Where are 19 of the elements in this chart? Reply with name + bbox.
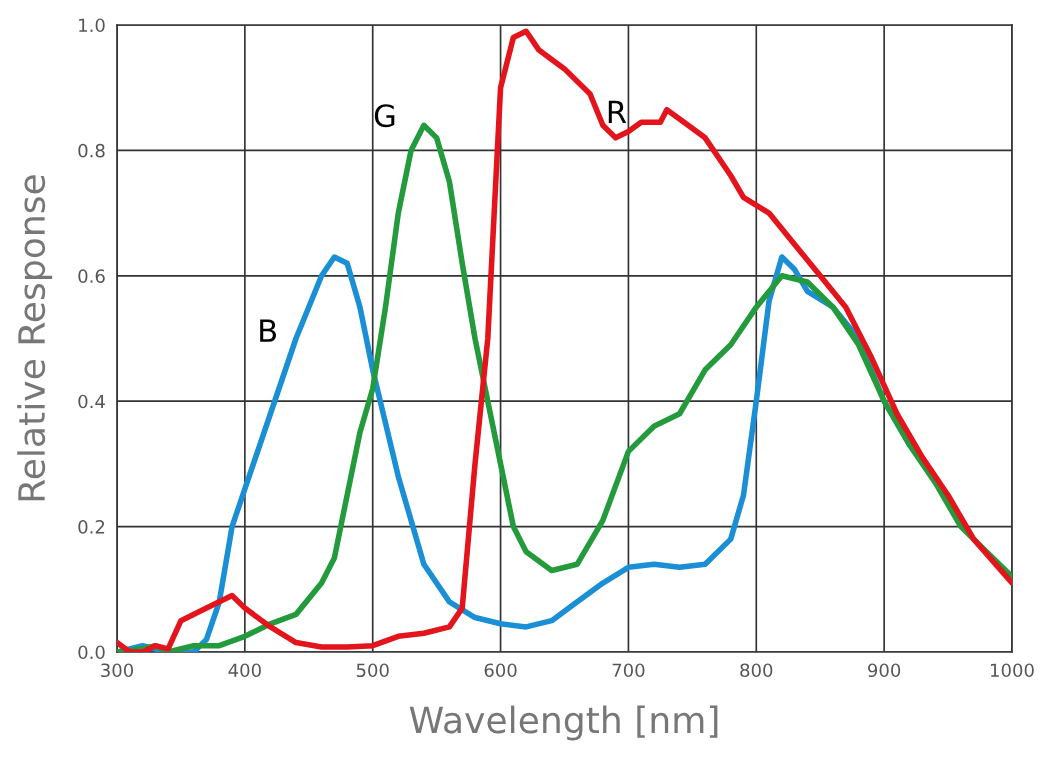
x-axis-title: Wavelength [nm] [409, 705, 718, 741]
y-tick-label: 0.8 [78, 143, 105, 158]
series-label: G [374, 104, 395, 128]
y-tick-label: 0.2 [78, 520, 105, 534]
x-tick-label: 900 [868, 663, 901, 678]
x-tick-label: 500 [356, 663, 389, 678]
x-tick-label: 700 [612, 663, 645, 678]
x-tick-label: 300 [101, 663, 134, 678]
series-label: B [260, 319, 277, 342]
x-tick-label: 800 [740, 663, 773, 678]
y-tick-label: 1.0 [79, 18, 105, 33]
x-tick-label: 1000 [991, 663, 1034, 678]
y-tick-label: 0.6 [78, 269, 105, 283]
y-axis-title: Relative Response [17, 175, 53, 501]
series-label: R [608, 100, 627, 124]
x-tick-label: 600 [484, 663, 517, 678]
y-tick-label: 0.4 [78, 394, 105, 409]
y-tick-label: 0.0 [78, 645, 105, 660]
x-tick-label: 400 [228, 663, 261, 678]
